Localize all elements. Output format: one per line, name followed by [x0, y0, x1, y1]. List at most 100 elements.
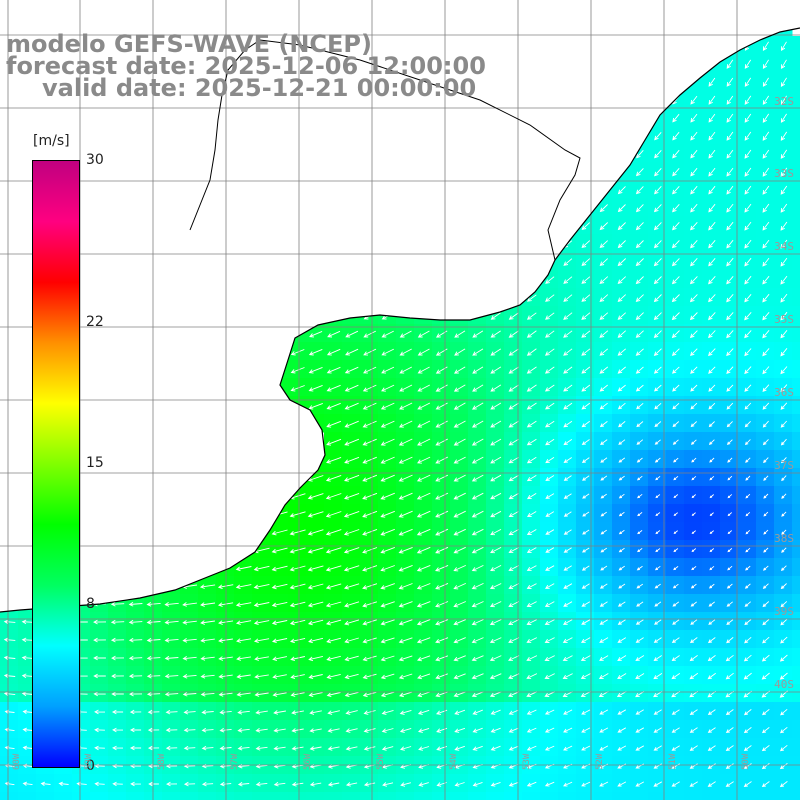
wind-speed-cell [702, 540, 721, 559]
wind-speed-cell [594, 702, 613, 721]
wind-arrow [165, 745, 178, 751]
wind-speed-cell [126, 666, 145, 685]
wind-arrow [490, 348, 502, 356]
wind-arrow [653, 637, 662, 643]
wind-arrow [672, 583, 679, 589]
wind-speed-cell [720, 360, 739, 379]
wind-speed-cell [432, 504, 451, 523]
wind-speed-cell [450, 378, 469, 397]
wind-speed-cell [630, 648, 649, 667]
wind-speed-cell [702, 126, 721, 145]
wind-arrow [762, 167, 770, 177]
wind-speed-cell [702, 666, 721, 685]
wind-arrow [508, 456, 519, 464]
wind-arrow [110, 601, 125, 607]
wind-speed-cell [504, 468, 523, 487]
wind-arrow [344, 474, 360, 482]
wind-speed-cell [378, 324, 397, 343]
wind-arrow [744, 420, 751, 428]
wind-arrow [236, 674, 251, 679]
wind-arrow [345, 782, 358, 787]
wind-arrow [673, 512, 678, 516]
wind-speed-cell [288, 594, 307, 613]
wind-speed-cell [792, 468, 800, 487]
wind-speed-cell [756, 720, 775, 739]
wind-speed-cell [360, 792, 379, 800]
wind-arrow [327, 330, 341, 338]
wind-arrow [253, 638, 270, 644]
wind-speed-cell [486, 432, 505, 451]
wind-speed-cell [342, 774, 361, 793]
wind-arrow [201, 781, 214, 787]
colorbar-tick-8: 8 [86, 596, 95, 613]
wind-arrow [146, 673, 161, 679]
wind-speed-cell [540, 288, 559, 307]
wind-arrow [362, 510, 378, 518]
wind-arrow [237, 745, 250, 751]
wind-speed-cell [414, 324, 433, 343]
wind-arrow [744, 149, 752, 159]
wind-speed-cell [684, 576, 703, 595]
wind-speed-cell [756, 702, 775, 721]
wind-arrow [708, 421, 715, 428]
wind-arrow [780, 221, 788, 231]
wind-speed-cell [468, 738, 487, 757]
wind-speed-cell [774, 72, 793, 91]
wind-speed-cell [432, 720, 451, 739]
wind-speed-cell [378, 594, 397, 613]
wind-arrow [94, 727, 105, 733]
wind-arrow [418, 782, 429, 787]
wind-arrow [744, 583, 751, 589]
wind-speed-cell [18, 684, 37, 703]
wind-speed-cell [558, 432, 577, 451]
wind-speed-cell [126, 702, 145, 721]
wind-speed-cell [504, 630, 523, 649]
wind-speed-cell [270, 540, 289, 559]
wind-arrow [362, 420, 377, 428]
wind-arrow [617, 276, 627, 285]
wind-speed-cell [360, 432, 379, 451]
wind-arrows [3, 41, 788, 788]
wind-arrow [671, 312, 680, 321]
wind-arrow [780, 131, 788, 141]
wind-speed-cell [612, 504, 631, 523]
wind-speed-cell [432, 648, 451, 667]
wind-arrow [526, 294, 537, 302]
wind-arrow [526, 547, 537, 553]
wind-speed-cell [522, 396, 541, 415]
wind-speed-cell [774, 36, 793, 55]
wind-arrow [508, 547, 519, 554]
wind-arrow [599, 655, 609, 661]
wind-speed-cell [612, 522, 631, 541]
wind-arrow [617, 655, 627, 661]
wind-arrow [671, 673, 681, 680]
wind-speed-cell [540, 396, 559, 415]
wind-speed-cell [198, 648, 217, 667]
wind-speed-cell [666, 144, 685, 163]
wind-speed-cell [180, 612, 199, 631]
wind-arrow [416, 619, 431, 626]
wind-speed-cell [630, 324, 649, 343]
wind-arrow [745, 457, 751, 463]
wind-arrow [94, 781, 105, 787]
wind-arrow [635, 727, 645, 733]
wind-arrow [325, 547, 342, 554]
wind-arrow [708, 276, 716, 285]
wind-speed-cell [630, 522, 649, 541]
wind-speed-cell [774, 180, 793, 199]
wind-speed-cell [342, 576, 361, 595]
wind-speed-cell [162, 684, 181, 703]
wind-arrow [508, 727, 519, 733]
wind-speed-cell [342, 702, 361, 721]
wind-arrow [617, 294, 627, 303]
wind-speed-cell [666, 216, 685, 235]
wind-speed-cell [666, 630, 685, 649]
wind-arrow [508, 511, 519, 518]
wind-arrow [780, 293, 788, 303]
wind-speed-cell [756, 360, 775, 379]
wind-arrow [183, 709, 196, 715]
wind-speed-cell [630, 792, 649, 800]
wind-arrow [654, 168, 662, 177]
wind-speed-cell [252, 774, 271, 793]
wind-speed-cell [486, 594, 505, 613]
